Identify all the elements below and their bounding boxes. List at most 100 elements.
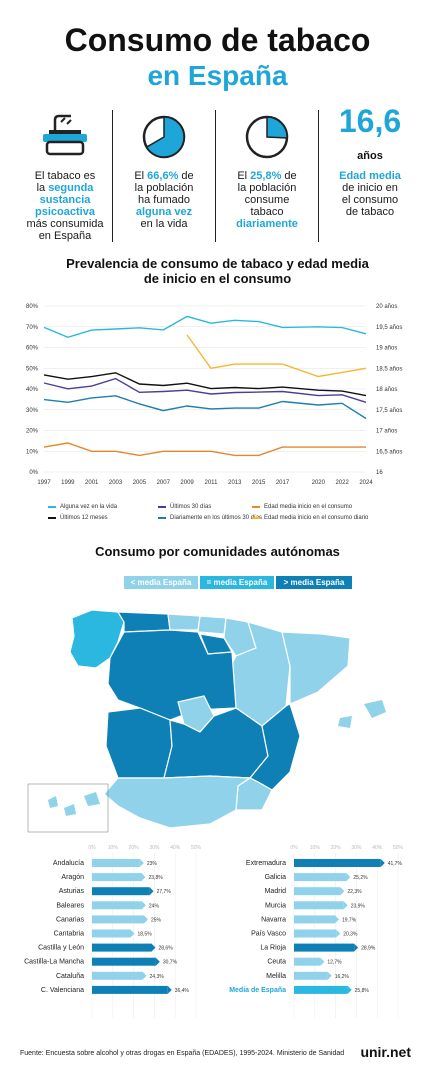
bar bbox=[294, 859, 381, 867]
bar-category-label: Navarra bbox=[261, 916, 286, 923]
bar-tip bbox=[151, 943, 156, 952]
bar bbox=[294, 915, 335, 924]
line-chart-title-1: Prevalencia de consumo de tabaco y edad … bbox=[66, 256, 369, 271]
stat-daily: El 25,8% de la población consume tabaco … bbox=[218, 112, 316, 242]
bar-category-label: Madrid bbox=[265, 888, 287, 895]
y-tick-left: 60% bbox=[26, 346, 39, 352]
y-tick-right: 19 años bbox=[376, 346, 397, 352]
bar-category-label: C. Valenciana bbox=[41, 987, 84, 994]
stat1-line: en España bbox=[38, 230, 92, 242]
region-cantabria bbox=[167, 613, 201, 631]
stat4-unit: años bbox=[357, 150, 383, 162]
stat2-line: de bbox=[178, 170, 194, 182]
stat3-line: consume bbox=[244, 194, 290, 206]
bar-value-label: 25% bbox=[151, 917, 162, 923]
line-chart-title: Prevalencia de consumo de tabaco y edad … bbox=[0, 256, 435, 286]
series-line bbox=[43, 442, 366, 457]
bar-value-label: 18,5% bbox=[137, 932, 152, 938]
bar-tip bbox=[347, 985, 352, 994]
stat3-line: tabaco bbox=[250, 206, 284, 218]
stat-ever: El 66,6% de la población ha fumado algun… bbox=[115, 112, 213, 242]
bar-value-label: 23,8% bbox=[149, 875, 164, 881]
divider bbox=[215, 110, 216, 242]
x-tick: 2011 bbox=[205, 480, 219, 486]
stat2-highlight: 66,6% bbox=[147, 170, 179, 182]
page-title: Consumo de tabaco bbox=[64, 22, 371, 58]
y-tick-left: 20% bbox=[26, 429, 39, 435]
bar bbox=[294, 985, 348, 994]
stat3-line: de bbox=[281, 170, 297, 182]
series-line bbox=[43, 377, 367, 403]
bar-x-tick: 20% bbox=[129, 845, 140, 851]
legend-label: Alguna vez en la vida bbox=[60, 504, 118, 510]
legend-item: Diariamente en los últimos 30 días bbox=[158, 515, 262, 521]
bar-value-label: 28,6% bbox=[158, 946, 173, 952]
canarias-inset bbox=[27, 783, 109, 833]
spain-map bbox=[27, 609, 386, 833]
y-tick-left: 40% bbox=[26, 387, 39, 393]
stat1-line: la bbox=[36, 182, 49, 194]
y-tick-left: 30% bbox=[26, 408, 39, 414]
region-andalucia bbox=[103, 775, 252, 829]
legend-item: Alguna vez en la vida bbox=[48, 504, 117, 510]
y-tick-right: 18 años bbox=[376, 387, 397, 393]
bar bbox=[294, 943, 355, 952]
region-extremadura bbox=[105, 707, 173, 779]
y-tick-left: 80% bbox=[26, 304, 39, 310]
region-cataluna bbox=[281, 631, 351, 705]
bar-value-label: 25,2% bbox=[353, 875, 368, 881]
legend-swatch bbox=[158, 517, 166, 519]
bar-category-label: Aragón bbox=[61, 874, 84, 881]
stat-substance: El tabaco es la segunda sustancia psicoa… bbox=[20, 112, 110, 242]
brand-logo: unir.net bbox=[360, 1044, 411, 1060]
pie-icon bbox=[245, 115, 289, 159]
legend-item: Últimos 12 meses bbox=[48, 515, 108, 521]
bar bbox=[294, 901, 344, 910]
bar bbox=[92, 873, 142, 882]
bar bbox=[92, 943, 152, 952]
bar-tip bbox=[336, 929, 341, 938]
bar-charts: 0% 10% 20% 30% 40% 50% Andalucía 23% Aragón 23,8%… bbox=[24, 845, 404, 1018]
page-subtitle: en España bbox=[147, 60, 288, 91]
bar-tip bbox=[149, 887, 154, 896]
y-tick-right: 18,5 años bbox=[376, 366, 402, 372]
y-tick-right: 17,5 años bbox=[376, 408, 402, 414]
x-tick: 2009 bbox=[180, 480, 194, 486]
stat4-line: el consumo bbox=[341, 194, 399, 206]
legend-label: Edad media inicio en el consumo diario bbox=[264, 515, 369, 521]
pie-icon bbox=[142, 115, 186, 159]
bar-value-label: 12,7% bbox=[327, 960, 342, 966]
x-tick: 2022 bbox=[335, 480, 349, 486]
series-line bbox=[43, 395, 367, 420]
bar-category-label: Canarias bbox=[56, 916, 85, 923]
bar-category-label: Media de España bbox=[229, 987, 286, 994]
divider bbox=[318, 110, 319, 242]
legend-label: Últimos 30 días bbox=[170, 504, 212, 510]
bar-tip bbox=[334, 915, 339, 924]
bar-x-tick: 30% bbox=[351, 845, 362, 851]
bar-tip bbox=[327, 971, 332, 980]
stat3-highlight: 25,8% bbox=[250, 170, 282, 182]
y-tick-left: 0% bbox=[29, 470, 38, 476]
region-pais-vasco bbox=[197, 615, 227, 635]
bar-category-label: Andalucía bbox=[53, 860, 84, 867]
bar bbox=[92, 971, 143, 980]
bar-value-label: 24,3% bbox=[150, 974, 165, 980]
bar-value-label: 16,2% bbox=[335, 974, 350, 980]
x-tick: 2005 bbox=[133, 480, 147, 486]
bar-tip bbox=[130, 929, 135, 938]
stat2-line: El bbox=[134, 170, 148, 182]
x-tick: 1999 bbox=[61, 480, 75, 486]
bar-tip bbox=[139, 859, 144, 867]
bar-x-tick: 20% bbox=[331, 845, 342, 851]
bar bbox=[294, 873, 347, 882]
stat1-line: más consumida bbox=[26, 218, 104, 230]
bar-value-label: 25,8% bbox=[355, 988, 370, 994]
bar-value-label: 28,9% bbox=[361, 946, 376, 952]
y-tick-right: 16,5 años bbox=[376, 449, 402, 455]
legend-item: Edad media inicio en el consumo diario bbox=[252, 515, 368, 521]
region-valenciana bbox=[249, 703, 301, 791]
stat2-highlight: alguna vez bbox=[135, 206, 193, 218]
bar-category-label: Asturias bbox=[59, 888, 85, 895]
bar-x-tick: 50% bbox=[393, 845, 404, 851]
